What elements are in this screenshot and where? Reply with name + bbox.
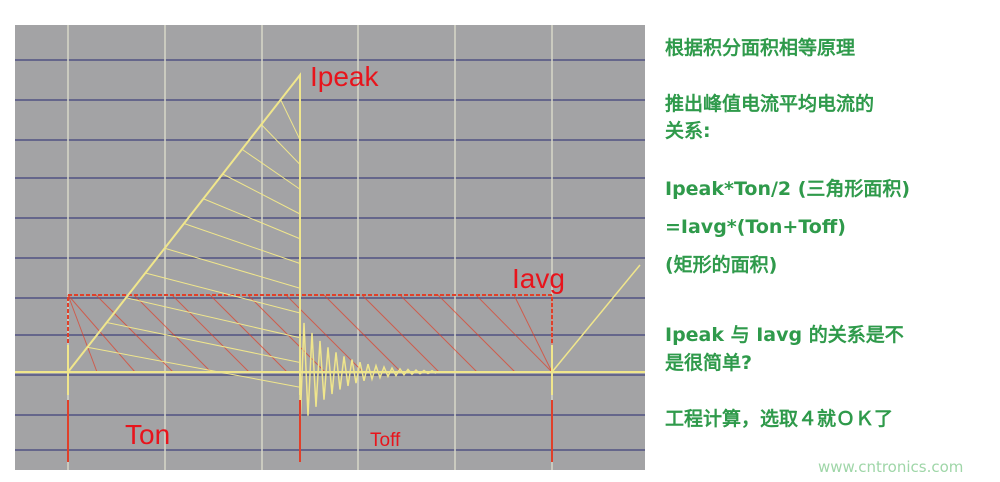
- hatch: [323, 294, 402, 373]
- hatch: [106, 322, 301, 363]
- hatch: [133, 294, 212, 373]
- text-line: 推出峰值电流平均电流的: [665, 92, 874, 115]
- toff-label: Toff: [370, 430, 401, 451]
- hatch: [87, 346, 301, 388]
- hatch: [125, 297, 301, 339]
- text-line: 是很简单?: [665, 351, 752, 374]
- hatch: [285, 294, 364, 373]
- hatch: [247, 294, 326, 373]
- hatch: [95, 294, 174, 373]
- next-ramp: [551, 264, 641, 373]
- hatch: [361, 294, 440, 373]
- text-line: (矩形的面积): [665, 253, 777, 276]
- hatch: [164, 247, 301, 289]
- explanation: 根据积分面积相等原理 推出峰值电流平均电流的 关系: Ipeak*Ton/2 (…: [665, 36, 910, 430]
- ipeak-label: Ipeak: [310, 61, 379, 92]
- hatch: [67, 294, 136, 373]
- hatch: [475, 294, 553, 373]
- hatch: [67, 294, 98, 373]
- watermark: www.cntronics.com: [818, 458, 963, 476]
- text-line: Ipeak 与 Iavg 的关系是不: [665, 323, 904, 346]
- scope-panel: [15, 25, 645, 470]
- hatch: [183, 223, 301, 264]
- hatch: [260, 124, 301, 165]
- hatch: [437, 294, 516, 373]
- hatch: [513, 294, 553, 373]
- text-line: 关系:: [665, 119, 711, 142]
- hatch: [399, 294, 478, 373]
- hatch: [209, 294, 288, 373]
- text-line: Ipeak*Ton/2 (三角形面积): [665, 177, 910, 200]
- hatch: [280, 99, 301, 140]
- hatch: [241, 148, 301, 190]
- text-line: =Iavg*(Ton+Toff): [665, 216, 846, 238]
- text-line: 工程计算，选取４就ＯＫ了: [665, 407, 893, 430]
- hatch: [171, 294, 250, 373]
- iavg-label: Iavg: [512, 263, 565, 294]
- hatch: [222, 173, 301, 215]
- hatch: [203, 198, 301, 240]
- ton-label: Ton: [125, 419, 170, 450]
- hatch: [145, 272, 301, 314]
- text-line: 根据积分面积相等原理: [665, 36, 855, 59]
